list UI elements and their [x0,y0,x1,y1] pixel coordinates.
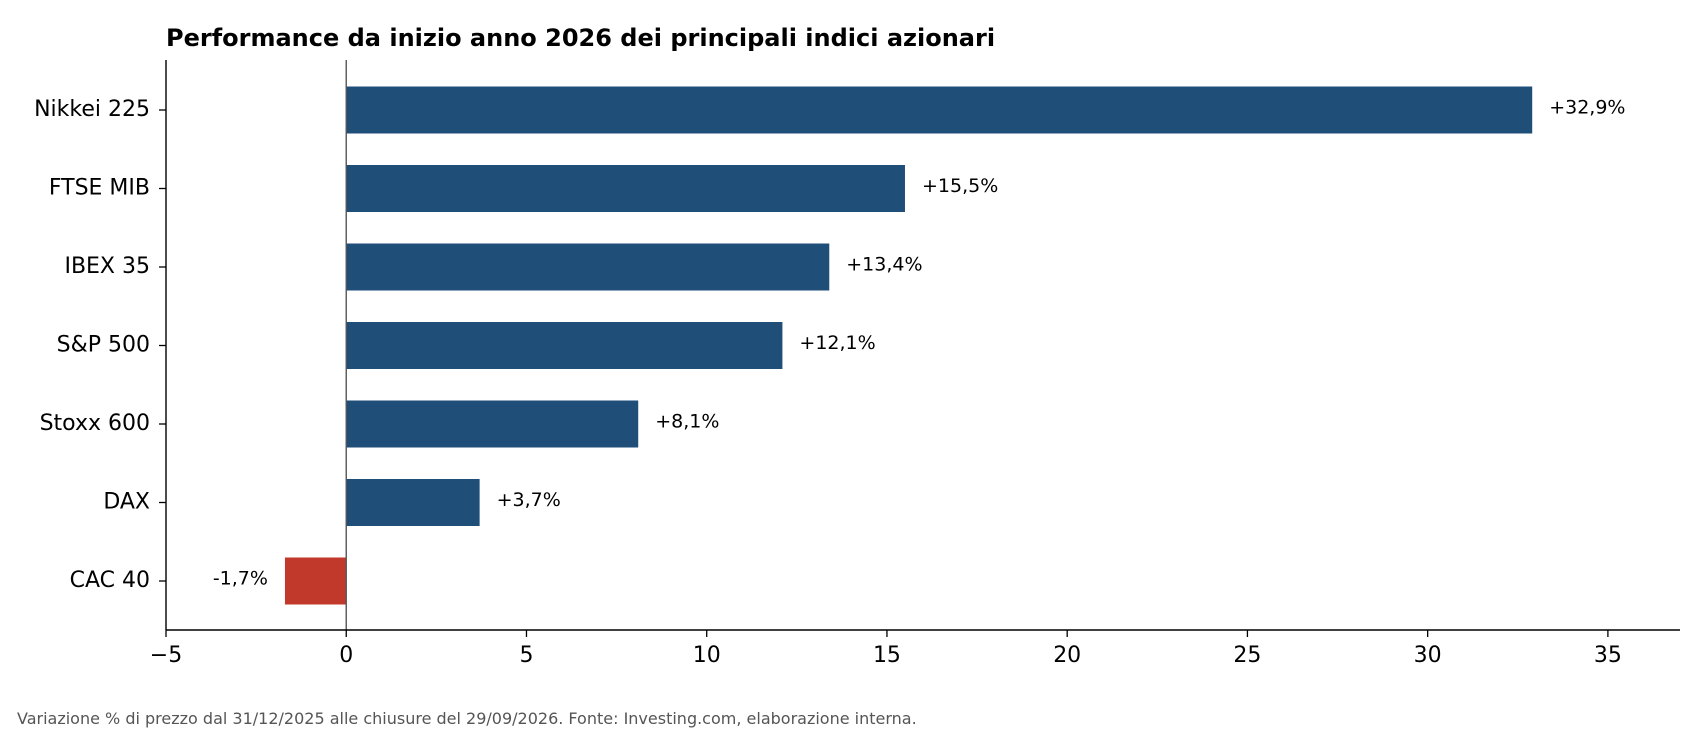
value-label: +13,4% [846,254,922,276]
bar [346,165,905,212]
category-label: CAC 40 [70,568,150,593]
category-label: S&P 500 [57,333,150,358]
value-label: +3,7% [497,489,561,511]
chart-note: Variazione % di prezzo dal 31/12/2025 al… [17,709,917,728]
category-label: FTSE MIB [49,176,150,201]
category-label: IBEX 35 [64,254,150,279]
category-label: DAX [103,490,150,515]
bars-group: +32,9% +15,5% +13,4% +12,1% +8,1% +3,7% -1,7% [213,86,1625,605]
bar [346,86,1533,134]
value-label: +12,1% [799,332,875,354]
axes-group: Nikkei 225 FTSE MIB IBEX 35 S&P 500 Stoxx 60… [34,60,1680,668]
chart-title: Performance da inizio anno 2026 dei prin… [166,24,995,52]
bar [346,400,639,448]
x-tick-label: 25 [1233,643,1261,668]
bar [346,322,783,369]
bar [284,557,347,605]
x-tick-label: 20 [1053,643,1081,668]
value-label: +15,5% [922,175,998,197]
x-tick-label: 10 [693,643,721,668]
x-tick-label: 5 [519,643,533,668]
value-label: -1,7% [213,568,268,590]
category-label: Stoxx 600 [40,411,150,436]
x-tick-label: 15 [873,643,901,668]
x-tick-label: 35 [1594,643,1622,668]
category-label: Nikkei 225 [34,97,150,122]
bar [346,243,830,291]
x-tick-label: −5 [150,643,182,668]
value-label: +8,1% [655,411,719,433]
x-tick-label: 0 [339,643,353,668]
value-label: +32,9% [1549,97,1625,119]
x-tick-label: 30 [1414,643,1442,668]
bar [346,479,480,526]
